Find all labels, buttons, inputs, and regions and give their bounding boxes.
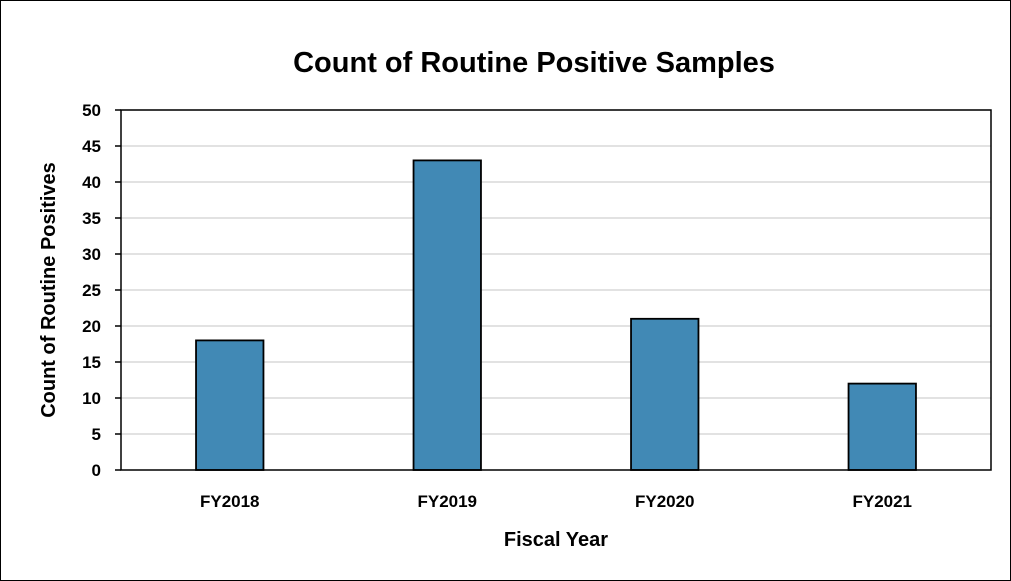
y-tick-label: 15 xyxy=(82,353,101,372)
y-tick-label: 5 xyxy=(92,425,101,444)
x-tick-label: FY2019 xyxy=(417,492,477,511)
y-tick-label: 10 xyxy=(82,389,101,408)
y-tick-label: 50 xyxy=(82,101,101,120)
chart-title: Count of Routine Positive Samples xyxy=(293,47,775,79)
bar-fy2020 xyxy=(630,317,700,471)
y-tick-label: 20 xyxy=(82,317,101,336)
y-tick-label: 35 xyxy=(82,209,101,228)
bar-fy2019 xyxy=(412,159,482,471)
x-tick-label: FY2018 xyxy=(200,492,260,511)
y-tick-label: 45 xyxy=(82,137,101,156)
x-tick-label: FY2021 xyxy=(852,492,912,511)
bar-fy2021 xyxy=(847,382,917,471)
y-tick-label: 0 xyxy=(92,461,101,480)
y-tick-label: 30 xyxy=(82,245,101,264)
y-axis-title: Count of Routine Positives xyxy=(38,162,60,418)
y-axis-ticks: 0 5 10 15 20 25 30 35 40 45 50 xyxy=(82,101,121,480)
x-axis-ticks: FY2018 FY2019 FY2020 FY2021 xyxy=(200,492,912,511)
y-tick-label: 40 xyxy=(82,173,101,192)
y-tick-label: 25 xyxy=(82,281,101,300)
x-tick-label: FY2020 xyxy=(635,492,695,511)
bars xyxy=(195,159,917,471)
bar-fy2018 xyxy=(195,339,265,471)
x-axis-title: Fiscal Year xyxy=(504,529,608,551)
